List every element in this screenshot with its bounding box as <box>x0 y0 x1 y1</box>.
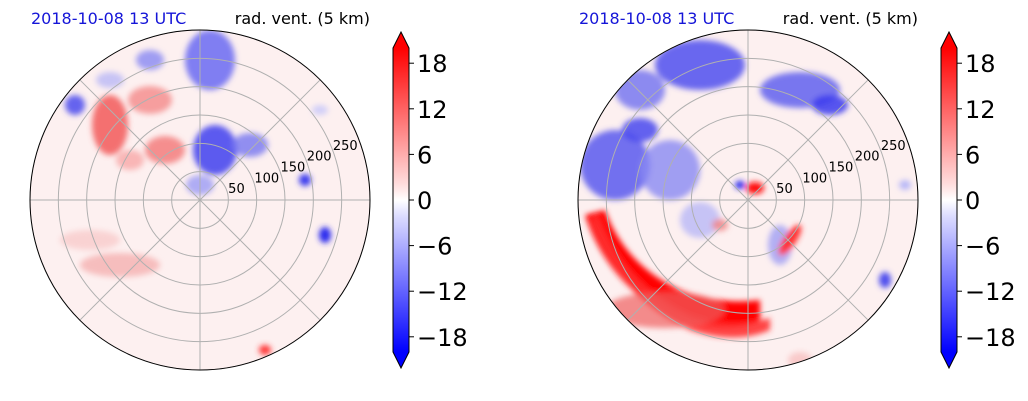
panel-right-radial-label-50: 50 <box>776 182 793 197</box>
panel-right-radial-label-100: 100 <box>802 171 827 186</box>
panel-left-colorbar: 18 12 6 0 −6 −12 −18 <box>392 30 468 370</box>
panel-left-radial-label-250: 250 <box>333 139 358 154</box>
panel-left-spoke-135 <box>79 79 201 201</box>
panel-right-colorbar-tick-label: −12 <box>965 278 1016 306</box>
panel-right-date-title: 2018-10-08 13 UTC <box>579 9 734 28</box>
panel-left-spoke-315 <box>199 199 321 321</box>
panel-right-radial-label-250: 250 <box>881 139 906 154</box>
panel-right-outer-frame <box>577 29 919 371</box>
panel-left-radial-label-200: 200 <box>307 150 332 165</box>
panel-right-colorbar-tick-label: −6 <box>965 233 1000 261</box>
panel-right-colorbar-body <box>941 48 957 352</box>
panel-right-radial-label-150: 150 <box>829 160 854 175</box>
panel-left-colorbar-tick-label: −18 <box>417 324 468 352</box>
panel-left-outer-frame <box>29 29 371 371</box>
panel-left-polar-field <box>30 30 370 370</box>
panel-right: 2018-10-08 13 UTC rad. vent. (5 km) <box>577 9 1016 371</box>
panel-right-field-blobs <box>580 40 911 368</box>
panel-right-spoke-135 <box>627 79 749 201</box>
panel-left-colorbar-extend-min <box>393 352 409 368</box>
panel-left-spoke-225 <box>79 199 201 321</box>
panel-left-colorbar-tick-label: 12 <box>417 96 448 124</box>
panel-right-angular-gridlines <box>578 30 918 370</box>
panel-left-radial-label-100: 100 <box>254 171 279 186</box>
panel-right-colorbar-outline <box>940 30 958 370</box>
panel-left: 2018-10-08 13 UTC rad. vent. (5 km) <box>29 9 468 371</box>
panel-left-colorbar-tick-label: −6 <box>417 233 452 261</box>
panel-right-spoke-315 <box>747 199 869 321</box>
panel-left-date-title: 2018-10-08 13 UTC <box>31 9 186 28</box>
panel-right-colorbar-extend-max <box>941 32 957 48</box>
panel-right-spoke-225 <box>627 199 749 321</box>
panel-left-radial-label-50: 50 <box>228 182 245 197</box>
panel-left-radial-label-150: 150 <box>281 160 306 175</box>
panel-right-polar-field <box>578 30 918 370</box>
panel-right-radial-label-200: 200 <box>855 150 880 165</box>
panel-left-spoke-45 <box>199 79 321 201</box>
panel-left-colorbar-outline <box>392 30 410 370</box>
panel-left-colorbar-ticks: 18 12 6 0 −6 −12 −18 <box>409 50 468 352</box>
panel-right-colorbar-tick-label: 6 <box>965 141 980 169</box>
panel-right-colorbar-extend-min <box>941 352 957 368</box>
panel-left-field-title: rad. vent. (5 km) <box>235 9 370 28</box>
panel-left-colorbar-tick-label: 6 <box>417 141 432 169</box>
panel-right-spoke-45 <box>747 79 869 201</box>
panel-left-colorbar-tick-label: 0 <box>417 187 432 215</box>
panel-left-colorbar-extend-max <box>393 32 409 48</box>
panel-left-colorbar-tick-label: −12 <box>417 278 468 306</box>
panel-right-field-title: rad. vent. (5 km) <box>783 9 918 28</box>
panel-right-colorbar: 18 12 6 0 −6 −12 −18 <box>940 30 1016 370</box>
panel-left-colorbar-body <box>393 48 409 352</box>
panel-right-colorbar-tick-label: −18 <box>965 324 1016 352</box>
panel-right-colorbar-ticks: 18 12 6 0 −6 −12 −18 <box>957 50 1016 352</box>
panel-left-angular-gridlines <box>30 30 370 370</box>
panel-right-colorbar-tick-label: 12 <box>965 96 996 124</box>
panel-right-colorbar-tick-label: 0 <box>965 187 980 215</box>
panel-right-colorbar-tick-label: 18 <box>965 50 996 78</box>
panel-left-colorbar-tick-label: 18 <box>417 50 448 78</box>
